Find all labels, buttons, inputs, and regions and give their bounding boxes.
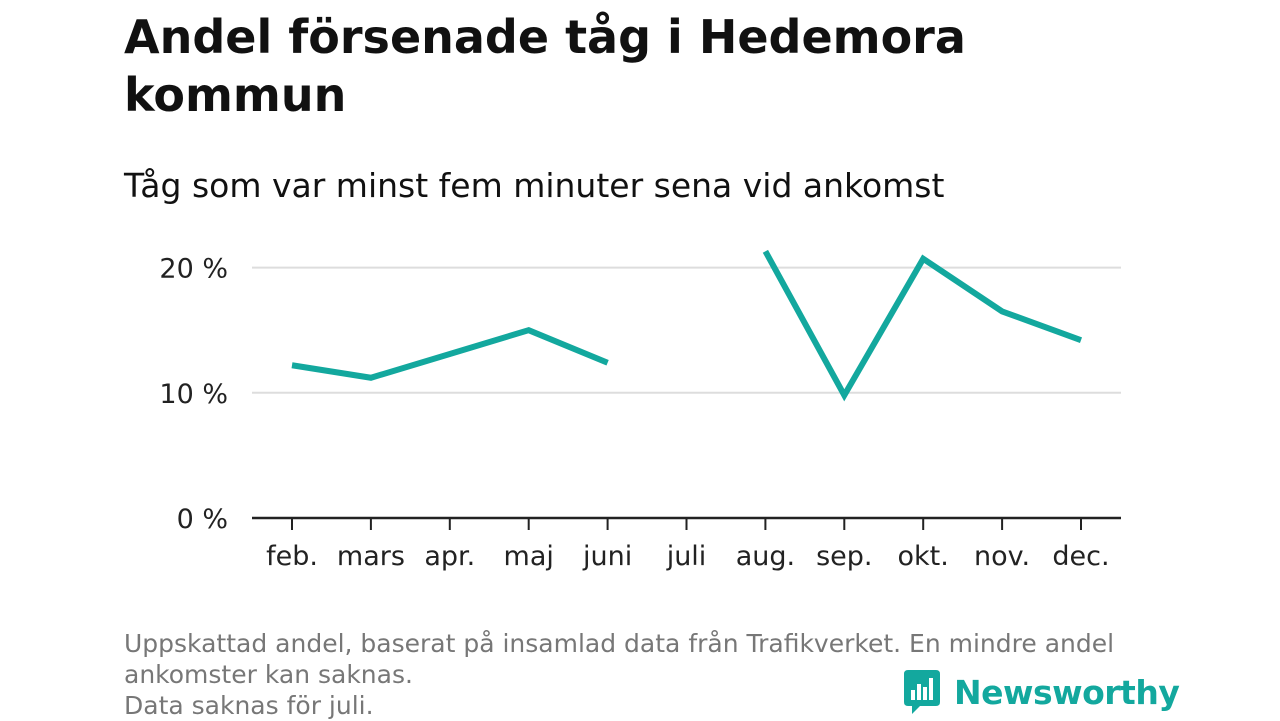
x-tick-label: mars: [337, 541, 405, 572]
y-tick-label: 0 %: [177, 504, 228, 535]
x-tick-label: sep.: [816, 541, 872, 572]
brand-name: Newsworthy: [954, 672, 1180, 712]
x-tick-label: maj: [504, 541, 554, 572]
series-line-segment: [762, 249, 1083, 402]
x-tick-label: feb.: [266, 541, 318, 572]
x-tick-label: juni: [582, 541, 632, 572]
chart-title: Andel försenade tåg i Hedemora kommun: [124, 10, 966, 122]
line-chart: 0 % 10 % 20 % feb. mars apr. maj juni juli aug. s…: [159, 249, 1121, 572]
bar-chart-speech-bubble-icon: [904, 670, 940, 714]
x-axis-ticks: feb. mars apr. maj juni juli aug. sep. okt. nov. d…: [266, 518, 1110, 572]
x-tick-label: aug.: [736, 541, 795, 572]
series-line-segment: [291, 326, 609, 381]
brand-logo: Newsworthy: [902, 668, 1180, 716]
x-tick-label: juli: [666, 541, 707, 572]
y-tick-label: 20 %: [159, 254, 228, 285]
footnote-line: ankomster kan saknas.: [124, 660, 413, 689]
x-tick-label: dec.: [1052, 541, 1109, 572]
x-tick-label: nov.: [974, 541, 1030, 572]
footnote-line: Data saknas för juli.: [124, 691, 374, 720]
x-tick-label: okt.: [898, 541, 949, 572]
x-tick-label: apr.: [424, 541, 475, 572]
y-tick-label: 10 %: [159, 379, 228, 410]
y-axis-ticks: 0 % 10 % 20 %: [159, 254, 228, 535]
footnote-line: Uppskattad andel, baserat på insamlad da…: [124, 629, 1115, 658]
chart-subtitle: Tåg som var minst fem minuter sena vid a…: [124, 166, 945, 205]
grid-lines: [252, 266, 1121, 394]
footnote: Uppskattad andel, baserat på insamlad da…: [124, 628, 1164, 721]
series-lines: [291, 249, 1083, 402]
